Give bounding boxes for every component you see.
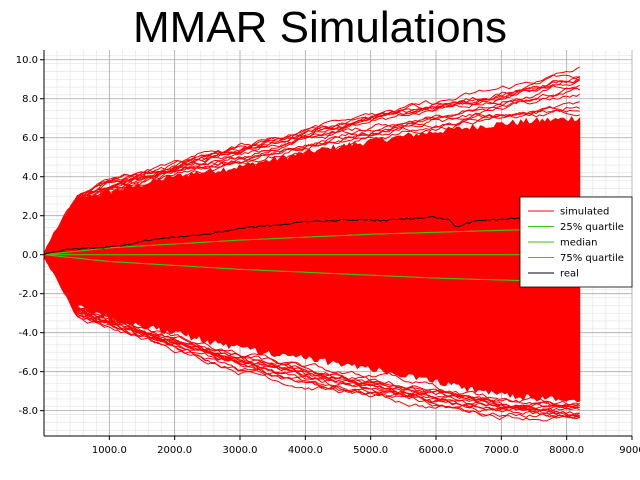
simulated-envelope [43, 116, 581, 403]
x-tick-label: 1000.0 [92, 445, 127, 456]
simulated-path [43, 84, 580, 254]
axis-layer: 10.0 8.0 6.0 4.0 2.0 0.0 -2.0 -4.0 -6.0 -8.0 1000.… [16, 50, 640, 456]
simulated-path [43, 74, 580, 256]
simulated-path [43, 253, 580, 420]
simulated-path [43, 109, 580, 257]
legend-label: 25% quartile [560, 222, 624, 233]
x-tick-label: 2000.0 [157, 445, 192, 456]
x-tick-label: 3000.0 [223, 445, 258, 456]
y-tick-label: 0.0 [22, 250, 38, 261]
y-tick-label: 4.0 [22, 172, 38, 183]
simulated-path [43, 75, 581, 256]
y-tick-label: 2.0 [22, 211, 38, 222]
simulated-path [43, 254, 580, 410]
simulated-path [43, 253, 580, 410]
simulated-path [43, 252, 580, 422]
x-tick-label: 4000.0 [288, 445, 323, 456]
simulated-path [43, 255, 580, 418]
legend-label: median [560, 238, 598, 249]
y-tick-label: 10.0 [16, 55, 38, 66]
simulated-path [43, 256, 580, 414]
legend-label: simulated [560, 207, 609, 218]
x-tick-label: 5000.0 [353, 445, 388, 456]
y-tick-label: -4.0 [18, 328, 38, 339]
series-line-real [43, 215, 580, 256]
legend: simulated 25% quartile median 75% quartile r… [519, 196, 633, 288]
series-layer [43, 66, 581, 422]
series-line-75-quartile [43, 254, 580, 283]
chart-title: MMAR Simulations [132, 3, 508, 52]
x-tick-label: 8000.0 [549, 445, 584, 456]
x-tick-label: 9000 [619, 445, 640, 456]
y-tick-label: 8.0 [22, 94, 38, 105]
x-tick-label: 6000.0 [419, 445, 454, 456]
y-tick-label: -6.0 [18, 367, 38, 378]
x-tick-label: 7000.0 [484, 445, 519, 456]
legend-label: real [560, 269, 579, 280]
y-tick-label: -2.0 [18, 289, 38, 300]
series-line-25-quartile [43, 227, 580, 256]
y-tick-label: 6.0 [22, 133, 38, 144]
simulated-path [43, 78, 581, 255]
y-tick-label: -8.0 [18, 406, 38, 417]
legend-label: 75% quartile [560, 253, 624, 264]
